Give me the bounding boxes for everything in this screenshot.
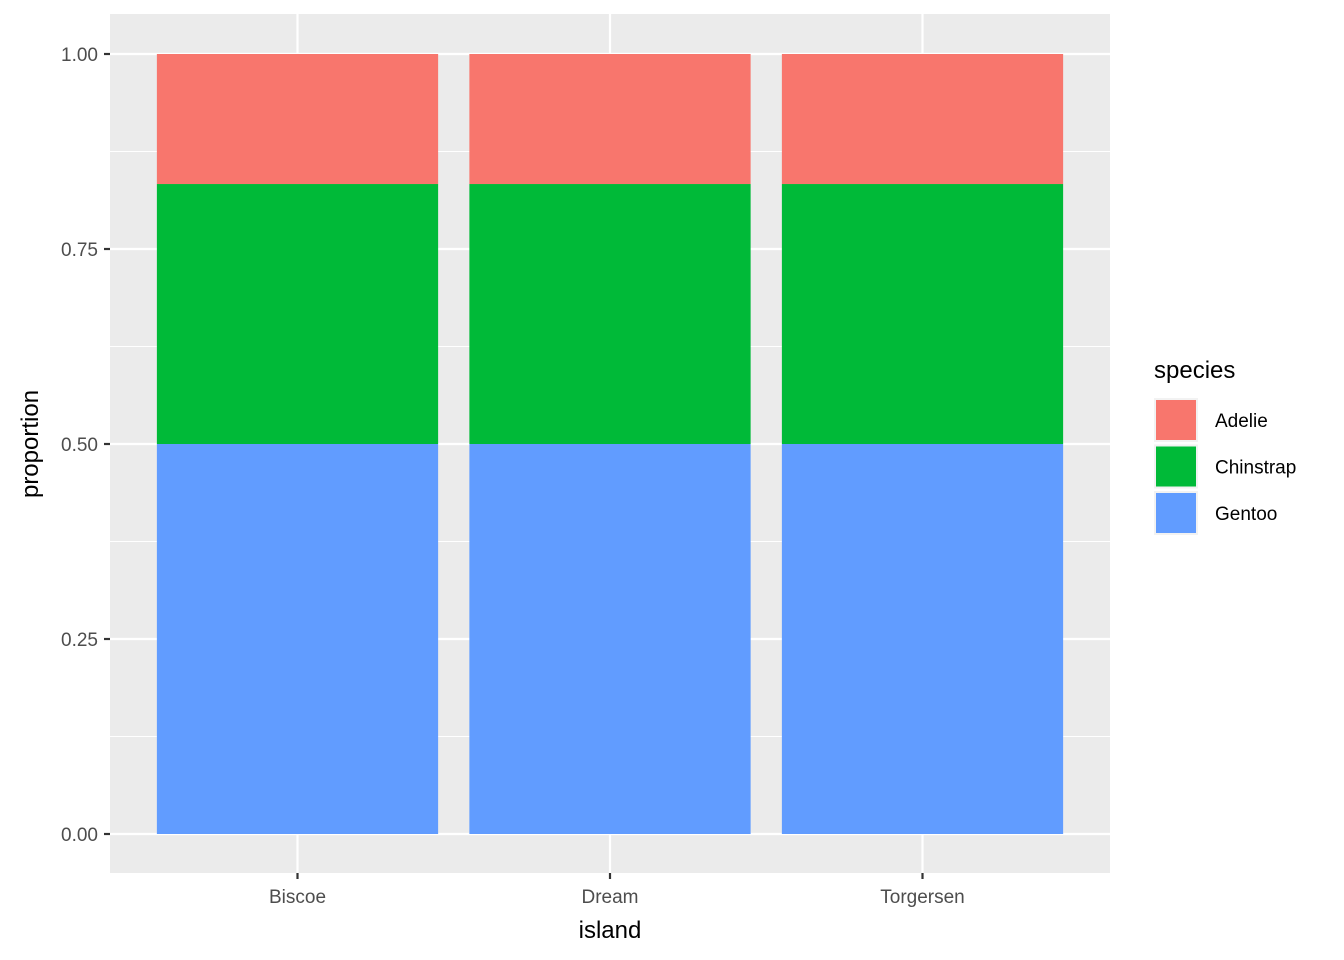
y-tick-label: 1.00 (61, 45, 98, 66)
legend-label: Gentoo (1215, 504, 1277, 525)
x-axis: Biscoe Dream Torgersen (269, 873, 965, 908)
bar-segment-adelie (469, 54, 751, 185)
x-tick-label: Dream (581, 887, 638, 908)
bar-segment-chinstrap (781, 184, 1064, 444)
legend: species Adelie Chinstrap Gentoo (1154, 357, 1296, 535)
x-tick-label: Biscoe (269, 887, 326, 908)
bar-segment-adelie (156, 54, 439, 185)
legend-key-adelie (1156, 400, 1196, 440)
x-tick-label: Torgersen (880, 887, 965, 908)
legend-key-chinstrap (1156, 446, 1196, 487)
legend-label: Adelie (1215, 411, 1268, 432)
bar-segment-adelie (781, 54, 1064, 185)
x-axis-title: island (579, 917, 642, 944)
y-axis-title: proportion (17, 390, 44, 498)
y-tick-label: 0.25 (61, 630, 98, 651)
y-tick-label: 0.75 (61, 240, 98, 261)
bar-segment-chinstrap (156, 184, 439, 444)
legend-key-gentoo (1156, 493, 1196, 533)
y-tick-label: 0.50 (61, 435, 98, 456)
y-axis: 0.00 0.25 0.50 0.75 1.00 (61, 45, 110, 846)
bar-segment-chinstrap (469, 184, 751, 444)
bar-segment-gentoo (781, 444, 1064, 834)
bar-segment-gentoo (469, 444, 751, 834)
legend-title: species (1154, 357, 1235, 384)
y-tick-label: 0.00 (61, 825, 98, 846)
bars (156, 54, 1064, 834)
bar-segment-gentoo (156, 444, 439, 834)
legend-label: Chinstrap (1215, 458, 1296, 479)
